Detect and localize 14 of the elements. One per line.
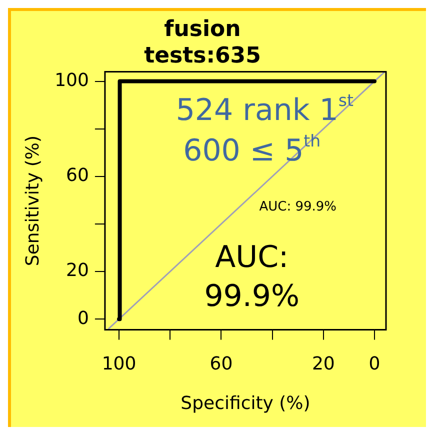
x-tick-label: 60: [210, 353, 233, 374]
x-tick-label: 0: [368, 353, 380, 374]
y-tick-label: 0: [78, 308, 89, 329]
x-tick-label: 100: [102, 353, 136, 374]
y-tick-label: 20: [66, 260, 89, 282]
annotation: AUC: 99.9%: [204, 240, 300, 314]
y-axis-title: Sensitivity (%): [22, 136, 44, 266]
y-tick-label: 60: [66, 165, 89, 186]
y-tick-label: 100: [54, 70, 89, 91]
chart-subtitle: tests:635: [144, 43, 261, 68]
x-tick-label: 20: [312, 353, 335, 374]
annotation: AUC: 99.9%: [259, 200, 337, 215]
chart-title: fusion: [164, 16, 241, 42]
x-axis-title: Specificity (%): [180, 392, 310, 414]
